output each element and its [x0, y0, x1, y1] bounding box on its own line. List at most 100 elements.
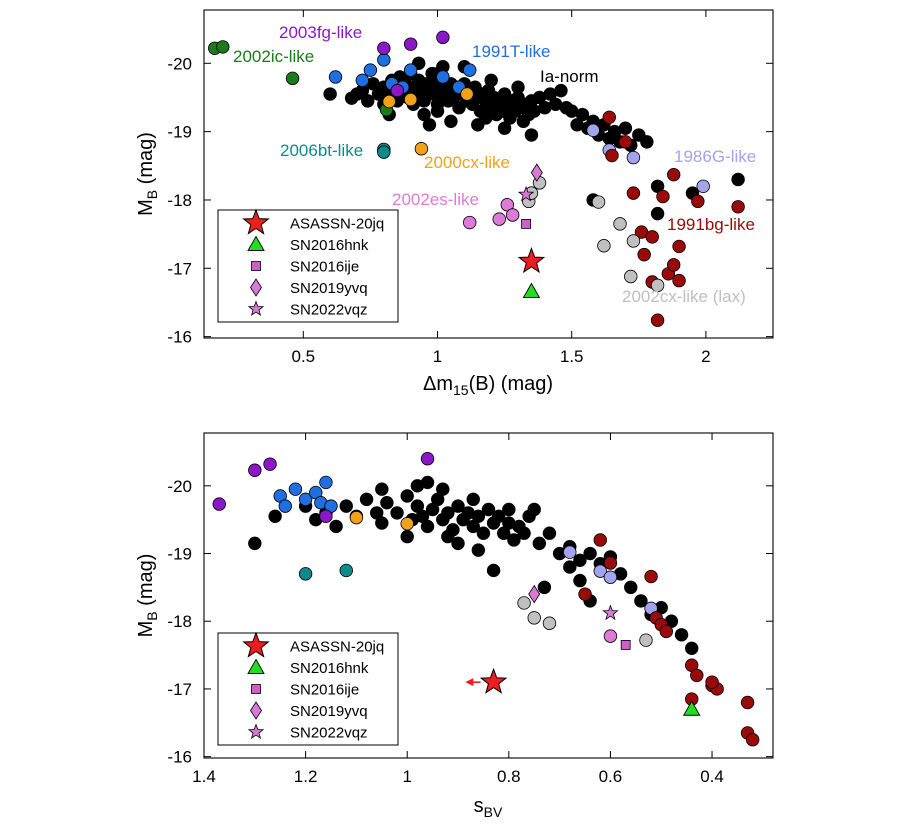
top-point-1991bg-like: [656, 189, 670, 204]
bottom-point-ia-norm: [441, 506, 455, 520]
top-y-tick-label: -16: [167, 328, 192, 347]
top-point-1991bg-like: [666, 258, 681, 272]
bottom-legend-label-asassn-20jq: ASASSN-20jq: [290, 639, 384, 656]
bottom-point-ia-norm: [466, 492, 480, 507]
bottom-point-ia-norm: [563, 560, 577, 574]
top-point-1991t-like: [436, 70, 450, 84]
bottom-point-2006bt-like: [298, 567, 313, 581]
bottom-point-ia-norm: [451, 499, 465, 513]
bottom-point-1991bg-like: [705, 675, 719, 689]
bottom-point-2002cx-like-lax: [639, 633, 653, 647]
top-point-1991bg-like: [672, 273, 686, 288]
bottom-point-ia-norm: [471, 509, 486, 523]
bottom-point-1991bg-like: [740, 695, 755, 710]
top-point-2002ic-like: [216, 40, 230, 54]
bottom-point-sn2022vqz: [602, 604, 619, 621]
top-legend-marker-sn2016ije: [251, 261, 261, 271]
top-point-1991t-like: [377, 53, 391, 67]
bottom-point-ia-norm: [400, 529, 414, 544]
bottom-y-tick-label: -17: [167, 680, 192, 699]
bottom-point-ia-norm: [573, 573, 587, 588]
top-plot-frame: [203, 9, 774, 339]
bottom-point-1991bg-like: [644, 569, 658, 584]
bottom-point-2003fg-like: [248, 463, 262, 477]
bottom-point-2006bt-like: [339, 563, 353, 578]
top-point-1991t-like: [355, 73, 370, 88]
top-y-tick-label: -17: [167, 259, 192, 278]
bottom-point-sn2016ije: [620, 640, 631, 650]
bottom-point-ia-norm: [517, 526, 531, 540]
top-point-1991bg-like: [645, 230, 659, 244]
top-x-tick-label: 1: [433, 347, 442, 366]
top-point-ia-norm: [361, 94, 375, 108]
bottom-point-1991bg-like: [593, 533, 607, 547]
bottom-point-ia-norm: [441, 529, 455, 544]
bottom-point-ia-norm: [685, 641, 699, 656]
top-point-sn2016hnk: [522, 282, 541, 298]
bottom-point-1991t-like: [288, 482, 303, 496]
bottom-point-asassn-20jq: [479, 667, 508, 694]
bottom-legend-marker-asassn-20jq: [242, 631, 270, 658]
bottom-point-ia-norm: [583, 546, 597, 561]
top-point-1991bg-like: [637, 247, 651, 262]
bottom-point-ia-norm: [268, 509, 282, 523]
top-point-2002cx-like-lax: [650, 278, 665, 293]
bottom-point-1991bg-like: [659, 624, 674, 639]
top-point-ia-norm: [554, 83, 568, 98]
top-legend-marker-sn2019yvq: [250, 278, 262, 297]
top-series-label-2000cx-like: 2000cx-like: [424, 153, 510, 172]
bottom-point-2003fg-like: [263, 457, 277, 471]
top-point-1986g-like: [626, 150, 641, 165]
top-panel-dm15: 0.5 1 1.5 2 -20 -19 -18 -17 -16 MB (mag) Δm15(B) (…: [135, 9, 774, 398]
bottom-point-ia-norm: [471, 543, 486, 557]
top-legend-label-sn2019yvq: SN2019yvq: [290, 280, 368, 297]
bottom-point-ia-norm: [674, 628, 689, 642]
bottom-point-1991bg-like: [603, 556, 618, 570]
top-point-2002cx-like-lax: [626, 234, 641, 248]
top-point-ia-norm: [444, 114, 458, 129]
bottom-x-tick-label: 0.6: [599, 767, 623, 786]
top-series-label-2002es-like: 2002es-like: [392, 190, 479, 209]
top-point-2000cx-like: [460, 87, 474, 101]
bottom-point-2002cx-like-lax: [517, 596, 531, 610]
top-point-ia-norm: [650, 206, 665, 221]
bottom-point-1986g-like: [593, 564, 607, 578]
top-point-ia-norm: [484, 73, 498, 88]
bottom-point-sn2016hnk: [682, 700, 701, 716]
top-point-sn2022vqz: [517, 185, 535, 202]
bottom-point-ia-norm: [527, 502, 541, 517]
top-point-2003fg-like: [436, 30, 450, 45]
top-point-2000cx-like: [403, 92, 418, 107]
top-point-2002ic-like: [285, 71, 300, 86]
top-point-2003fg-like: [377, 41, 391, 55]
bottom-point-2002cx-like-lax: [527, 611, 541, 625]
bottom-point-ia-norm: [573, 553, 587, 567]
top-legend-box: [217, 209, 399, 323]
bottom-point-ia-norm: [400, 489, 414, 503]
bottom-point-ia-norm: [486, 563, 501, 578]
top-point-1991bg-like: [691, 194, 705, 209]
top-series-label-2003fg-like: 2003fg-like: [279, 23, 362, 42]
top-point-ia-norm: [497, 121, 512, 135]
top-point-1991bg-like: [626, 186, 641, 200]
bottom-point-ia-norm: [481, 502, 496, 517]
top-series-label-1991t-like: 1991T-like: [472, 42, 550, 61]
top-series-label-2002ic-like: 2002ic-like: [233, 47, 314, 66]
top-series-label-1991bg-like: 1991bg-like: [667, 215, 755, 234]
bottom-point-ia-norm: [476, 526, 491, 540]
bottom-point-ia-norm: [507, 533, 521, 547]
top-point-1991t-like: [403, 63, 418, 77]
top-point-ia-norm: [524, 128, 539, 142]
bottom-x-tick-label: 1: [402, 767, 411, 786]
top-series-label-2006bt-like: 2006bt-like: [280, 141, 363, 160]
bottom-point-1986g-like: [603, 570, 618, 584]
top-point-ia-norm: [430, 104, 445, 118]
top-point-2000cx-like: [382, 94, 396, 109]
top-point-1991bg-like: [605, 148, 619, 163]
top-point-sn2016ije: [521, 218, 531, 229]
bottom-point-2000cx-like: [349, 510, 364, 525]
bottom-x-axis-label: sBV: [474, 795, 503, 820]
top-point-ia-norm: [618, 121, 633, 135]
top-point-2003fg-like: [390, 83, 404, 98]
top-point-1991t-like: [363, 63, 378, 77]
